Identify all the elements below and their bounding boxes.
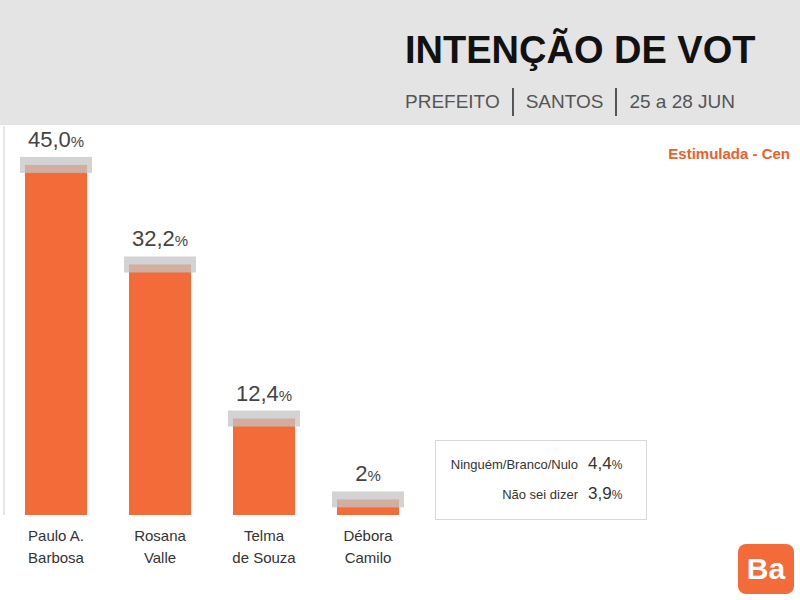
html-text:PREFEITO: PREFEITO: [405, 91, 500, 112]
html-text:SANTOS: SANTOS: [525, 91, 604, 112]
html-text:3,9%: 3,9%: [588, 484, 623, 503]
svg-text:32,2%: 32,2%: [132, 226, 188, 251]
svg-text:12,4%: 12,4%: [236, 381, 292, 406]
svg-text:Paulo A.Barbosa: Paulo A.Barbosa: [28, 527, 85, 566]
svg-text:45,0%: 45,0%: [28, 127, 84, 152]
html-text:Não sei dizer: Não sei dizer: [502, 487, 578, 502]
svg-text:2%: 2%: [355, 461, 381, 486]
html-text:Ninguém/Branco/Nulo: Ninguém/Branco/Nulo: [450, 457, 578, 472]
svg-text:Telmade Souza: Telmade Souza: [232, 527, 296, 566]
html-text:4,4%: 4,4%: [588, 454, 623, 473]
svg-text:DéboraCamilo: DéboraCamilo: [343, 527, 393, 566]
html-text:Estimulada - Cen: Estimulada - Cen: [668, 145, 790, 162]
svg-text:RosanaValle: RosanaValle: [134, 527, 186, 566]
html-text:25 a 28 JUN: 25 a 28 JUN: [629, 91, 736, 112]
html-text:INTENÇÃO DE VOT: INTENÇÃO DE VOT: [405, 29, 756, 71]
html-text:Ba: Ba: [746, 552, 786, 585]
